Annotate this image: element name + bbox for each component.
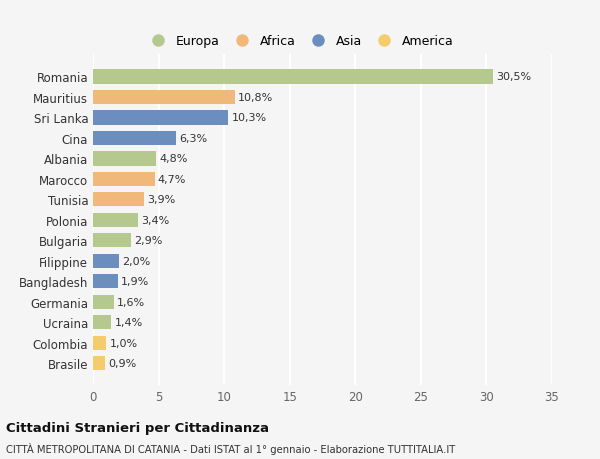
Text: 3,4%: 3,4%: [141, 215, 169, 225]
Text: 10,3%: 10,3%: [232, 113, 266, 123]
Text: 1,9%: 1,9%: [121, 277, 149, 286]
Text: 1,4%: 1,4%: [115, 318, 143, 328]
Text: 10,8%: 10,8%: [238, 93, 273, 103]
Text: 4,8%: 4,8%: [159, 154, 188, 164]
Bar: [93, 295, 114, 309]
Text: Cittadini Stranieri per Cittadinanza: Cittadini Stranieri per Cittadinanza: [6, 421, 269, 434]
Legend: Europa, Africa, Asia, America: Europa, Africa, Asia, America: [142, 32, 457, 52]
Text: 2,9%: 2,9%: [134, 236, 163, 246]
Bar: [93, 274, 118, 289]
Bar: [93, 111, 228, 125]
Text: 1,0%: 1,0%: [109, 338, 137, 348]
Bar: [93, 213, 137, 228]
Text: 0,9%: 0,9%: [108, 358, 136, 369]
Text: 30,5%: 30,5%: [496, 72, 532, 82]
Bar: [93, 152, 156, 166]
Text: 2,0%: 2,0%: [122, 256, 151, 266]
Bar: [93, 90, 235, 105]
Bar: [93, 254, 119, 269]
Text: 3,9%: 3,9%: [148, 195, 176, 205]
Bar: [93, 172, 155, 187]
Bar: [93, 315, 112, 330]
Bar: [93, 131, 176, 146]
Text: CITTÀ METROPOLITANA DI CATANIA - Dati ISTAT al 1° gennaio - Elaborazione TUTTITA: CITTÀ METROPOLITANA DI CATANIA - Dati IS…: [6, 442, 455, 454]
Bar: [93, 356, 105, 370]
Bar: [93, 193, 144, 207]
Text: 1,6%: 1,6%: [117, 297, 145, 307]
Bar: [93, 234, 131, 248]
Bar: [93, 336, 106, 350]
Text: 6,3%: 6,3%: [179, 134, 207, 144]
Text: 4,7%: 4,7%: [158, 174, 186, 185]
Bar: [93, 70, 493, 84]
